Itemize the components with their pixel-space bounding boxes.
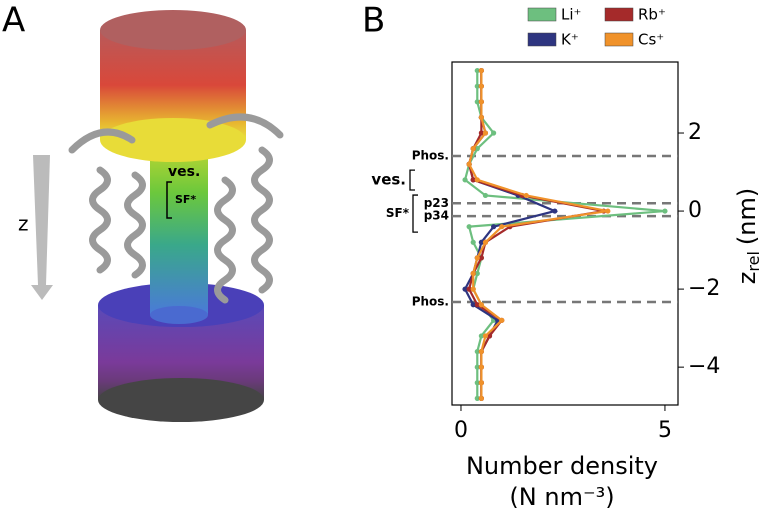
data-point	[474, 255, 480, 261]
data-point	[466, 286, 472, 292]
data-point	[470, 146, 476, 152]
data-point	[478, 99, 484, 105]
data-point	[478, 364, 484, 370]
y-axis-label: zrel (nm)	[733, 188, 763, 284]
x-tick-label: 5	[658, 418, 672, 443]
data-point	[474, 395, 480, 401]
data-point	[462, 286, 468, 292]
data-point	[482, 192, 489, 199]
data-point	[474, 146, 480, 152]
bracket	[409, 169, 415, 191]
legend-label: Li⁺	[561, 6, 581, 24]
legend-label: Cs⁺	[638, 31, 664, 49]
data-point	[478, 130, 484, 136]
series-line	[467, 70, 604, 399]
dashed-line-label: p23	[424, 196, 449, 210]
axis-label: z	[18, 212, 29, 236]
data-point	[474, 380, 480, 386]
data-point	[466, 224, 472, 230]
y-tick-label: 0	[688, 198, 702, 223]
data-point	[474, 270, 480, 277]
legend-label: Rb⁺	[638, 6, 666, 24]
data-point	[470, 270, 476, 277]
data-point	[478, 239, 484, 245]
data-point	[523, 192, 529, 199]
data-point	[470, 239, 476, 245]
panel-letter: B	[362, 1, 385, 41]
data-point	[478, 333, 484, 339]
legend-swatch	[604, 7, 634, 22]
y-axis-label-main: z	[733, 272, 761, 285]
data-point	[478, 114, 484, 121]
bracket-label: SF*	[386, 206, 410, 220]
panel-a-illustration	[31, 10, 284, 422]
legend-swatch	[527, 7, 557, 22]
region-label: ves.	[168, 164, 200, 180]
data-point	[470, 177, 476, 183]
legend-swatch	[527, 32, 557, 47]
y-tick-label: −2	[688, 276, 720, 301]
dashed-line-label: Phos.	[412, 294, 449, 308]
data-point	[474, 348, 480, 355]
data-point	[478, 255, 484, 261]
y-tick-label: −4	[688, 354, 720, 379]
x-axis-label: Number density	[466, 452, 658, 480]
data-point	[491, 224, 497, 230]
x-axis-label: (N nm⁻³)	[509, 483, 614, 511]
y-tick-label: 2	[688, 120, 702, 145]
data-point	[552, 208, 558, 214]
data-point	[462, 177, 468, 183]
data-point	[474, 364, 480, 370]
data-point	[474, 177, 480, 183]
data-point	[478, 83, 484, 89]
series-line	[467, 70, 609, 399]
data-point	[466, 161, 472, 167]
data-point	[478, 380, 484, 386]
data-point	[470, 302, 476, 308]
data-point	[478, 67, 484, 74]
legend-label: K⁺	[561, 31, 579, 49]
y-axis-label-sub: rel	[744, 251, 763, 272]
data-point	[482, 239, 489, 245]
bracket-label: ves.	[371, 171, 406, 189]
data-point	[478, 395, 484, 401]
x-tick-label: 0	[454, 418, 468, 443]
data-point	[499, 317, 505, 323]
y-axis-label-unit: (nm)	[733, 188, 761, 245]
data-point	[491, 130, 497, 136]
data-point	[474, 99, 480, 105]
data-point	[478, 348, 484, 355]
data-point	[474, 302, 480, 308]
data-point	[478, 302, 484, 308]
data-point	[482, 130, 489, 136]
panel-letter: A	[2, 1, 25, 41]
data-point	[482, 333, 489, 339]
series-line	[463, 70, 666, 399]
plot-frame	[451, 61, 679, 406]
legend-swatch	[604, 32, 634, 47]
data-point	[605, 208, 611, 214]
data-point	[499, 224, 505, 230]
dashed-line-label: Phos.	[412, 149, 449, 163]
bracket	[412, 194, 418, 233]
data-point	[662, 208, 668, 214]
data-point	[470, 286, 476, 292]
data-point	[474, 83, 480, 89]
dashed-line-label: p34	[424, 209, 449, 223]
region-label: SF*	[175, 193, 196, 206]
data-point	[474, 67, 480, 74]
